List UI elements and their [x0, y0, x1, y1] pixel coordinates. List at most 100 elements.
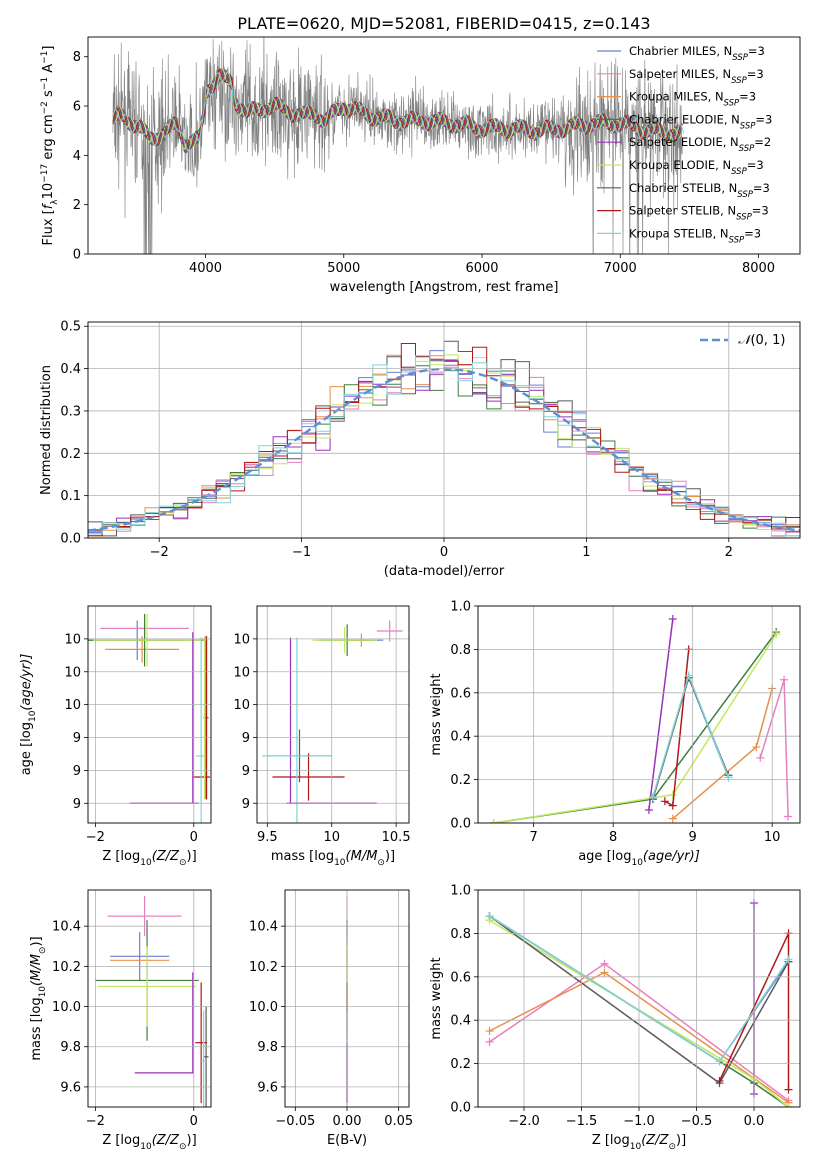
model-spectrum — [112, 71, 685, 152]
mass-weight-line — [493, 631, 777, 823]
y-tick-label: 9.8 — [257, 1040, 278, 1055]
y-tick-label: 0.2 — [450, 1057, 471, 1072]
mass-weight-line — [648, 618, 674, 811]
plus-marker — [784, 955, 793, 964]
legend-entry: Chabrier ELODIE, NSSP=3 — [629, 112, 772, 131]
x-tick-label: 0.05 — [384, 1114, 413, 1129]
plus-marker — [668, 801, 677, 810]
x-tick-label: 6000 — [465, 261, 498, 276]
y-tick-label: 0.4 — [450, 730, 471, 745]
plus-marker — [600, 968, 609, 977]
x-tick-label: 9.5 — [257, 830, 278, 845]
x-tick-label: 0.0 — [744, 1114, 765, 1129]
x-tick-label: 1 — [582, 545, 590, 560]
plus-marker — [485, 1037, 494, 1046]
y-tick-label: 10 — [64, 665, 81, 680]
x-axis-label: E(B-V) — [327, 1133, 367, 1148]
model-spectrum — [112, 68, 682, 154]
x-axis-label: mass [log10(M/M⊙)] — [271, 849, 395, 868]
y-tick-label: 0.1 — [60, 489, 81, 504]
x-tick-label: −0.05 — [275, 1114, 315, 1129]
y-axis-label: age [log10(age/yr)] — [19, 654, 38, 776]
y-tick-label: 10 — [64, 698, 81, 713]
x-axis-label: Z [log10(Z/Z⊙)] — [102, 1133, 196, 1152]
y-tick-label: 4 — [73, 149, 81, 164]
y-tick-label: 9 — [242, 731, 250, 746]
panel-spectrum: 4000 5000 6000 7000 8000 0 2 4 6 8 wavelength [Ang… — [40, 36, 801, 295]
model-spectrum — [112, 68, 683, 148]
plus-marker — [724, 773, 733, 782]
x-tick-label: 10 — [323, 830, 340, 845]
y-tick-label: 0.6 — [450, 970, 471, 985]
y-tick-label: 10.2 — [249, 960, 278, 975]
x-tick-label: 0 — [190, 1114, 198, 1129]
x-tick-label: 10.5 — [382, 830, 411, 845]
panel-mass-vs-z: −2 0 9.6 9.8 10.0 10.2 10.4 Z [log10(Z/Z⊙)] mass… — [29, 889, 212, 1152]
plus-marker — [600, 959, 609, 968]
y-tick-label: 0 — [73, 248, 81, 263]
axes-frame — [87, 36, 801, 255]
plus-marker — [644, 805, 653, 814]
figure-title: PLATE=0620, MJD=52081, FIBERID=0415, z=0… — [237, 14, 650, 33]
plus-marker — [660, 797, 669, 806]
x-tick-label: −1.0 — [623, 1114, 655, 1129]
legend-entry: 𝒩(0, 1) — [738, 333, 785, 348]
y-tick-label: 0.8 — [450, 643, 471, 658]
y-tick-label: 1.0 — [450, 600, 471, 615]
x-axis-label: (data-model)/error — [384, 564, 505, 579]
plus-marker — [668, 615, 677, 624]
x-tick-label: 8 — [609, 830, 617, 845]
y-tick-label: 0.4 — [60, 362, 81, 377]
x-tick-label: −0.5 — [681, 1114, 713, 1129]
plus-marker — [648, 792, 657, 801]
plus-marker — [784, 1103, 793, 1107]
mass-weight-line — [664, 649, 690, 807]
legend-entry: Kroupa ELODIE, NSSP=3 — [629, 158, 764, 177]
y-axis-label: Normed distribution — [39, 365, 54, 495]
x-axis-label: wavelength [Angstrom, rest frame] — [330, 280, 559, 295]
y-tick-label: 0.0 — [450, 817, 471, 832]
y-tick-label: 10.4 — [52, 920, 81, 935]
legend-entry: Chabrier STELIB, NSSP=3 — [629, 181, 770, 200]
x-tick-label: 0 — [440, 545, 448, 560]
y-tick-label: 0.4 — [450, 1014, 471, 1029]
y-tick-label: 1.0 — [450, 884, 471, 899]
y-tick-label: 0.0 — [60, 532, 81, 547]
panel-mass-weight-vs-z: −2.0 −1.5 −1.0 −0.5 0.0 0.0 0.2 0.4 0.6 0.8 1.0 Z [… — [429, 884, 801, 1152]
plus-marker — [752, 743, 761, 752]
plus-marker — [684, 671, 693, 680]
plus-marker — [485, 912, 494, 921]
panel-mass-vs-ebv: −0.05 0.00 0.05 9.6 9.8 10.0 10.2 10.4 E(B-V) — [249, 889, 413, 1148]
y-tick-label: 0.2 — [60, 447, 81, 462]
x-axis-label: Z [log10(Z/Z⊙)] — [592, 1133, 686, 1152]
y-axis-label: Flux [fλ10−17 erg cm−2 s−1 A−1] — [40, 46, 60, 246]
y-tick-label: 0.2 — [450, 773, 471, 788]
x-tick-label: 7 — [530, 830, 538, 845]
y-tick-label: 9.6 — [60, 1080, 81, 1095]
plus-marker — [668, 790, 677, 799]
y-tick-label: 0.6 — [450, 686, 471, 701]
mass-weight-line — [759, 679, 789, 817]
legend-entry: Chabrier MILES, NSSP=3 — [629, 44, 765, 63]
y-tick-label: 9 — [242, 764, 250, 779]
axes-frame — [284, 889, 410, 1108]
x-tick-label: 2 — [725, 545, 733, 560]
model-spectrum — [112, 69, 684, 150]
y-axis-label: mass weight — [429, 957, 444, 1039]
plus-marker — [756, 753, 765, 762]
plus-marker — [489, 819, 498, 823]
plus-marker — [668, 814, 677, 823]
y-axis-label: mass weight — [429, 673, 444, 755]
plot-area — [112, 37, 685, 254]
x-tick-label: 4000 — [189, 261, 222, 276]
plot-area — [489, 615, 793, 823]
y-tick-label: 9 — [242, 797, 250, 812]
x-tick-label: −1.5 — [566, 1114, 598, 1129]
y-axis-label: mass [log10(M/M⊙)] — [29, 936, 48, 1060]
mass-weight-line — [652, 675, 730, 798]
x-tick-label: 9 — [689, 830, 697, 845]
y-tick-label: 9.6 — [257, 1080, 278, 1095]
y-tick-label: 0.0 — [450, 1101, 471, 1116]
x-tick-label: −2 — [150, 545, 169, 560]
